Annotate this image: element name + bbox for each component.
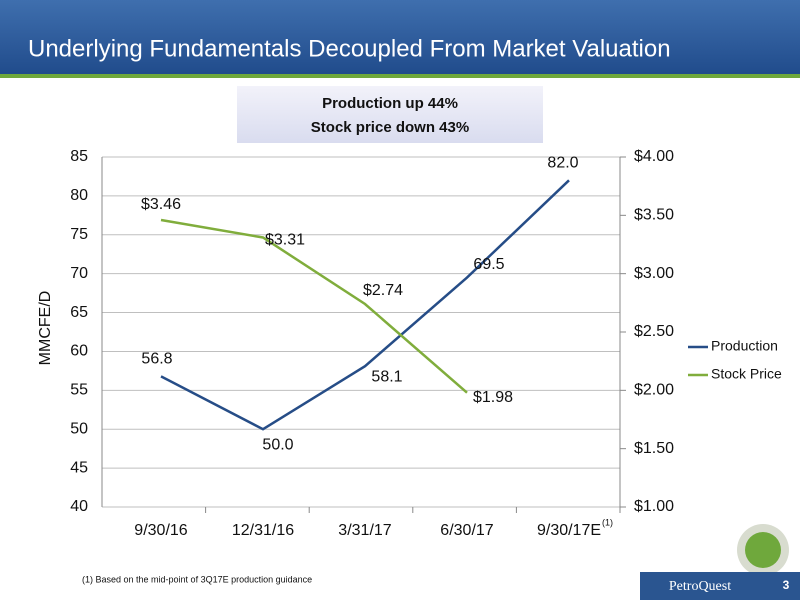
legend-label: Stock Price [711, 366, 782, 382]
header-bar [0, 0, 800, 78]
callout-box [237, 86, 543, 143]
logo-text: PetroQuest [669, 579, 731, 594]
x-tick-label: 6/30/17 [440, 522, 493, 539]
slide-title: Underlying Fundamentals Decoupled From M… [28, 35, 671, 62]
y2-tick-label: $4.00 [634, 148, 674, 165]
y-axis-label: MMCFE/D [37, 291, 54, 366]
series-line [160, 179, 570, 431]
header-stripe [0, 74, 800, 78]
y2-tick-label: $3.50 [634, 207, 674, 224]
y-tick-label: 75 [70, 226, 88, 243]
data-label: $3.31 [265, 232, 305, 249]
series-line [160, 218, 468, 394]
y-tick-label: 70 [70, 265, 88, 282]
callout-line: Production up 44% [322, 95, 458, 112]
y2-tick-label: $2.50 [634, 323, 674, 340]
data-label: 58.1 [371, 368, 402, 385]
footnote: (1) Based on the mid-point of 3Q17E prod… [82, 574, 312, 584]
callout-line: Stock price down 43% [311, 119, 469, 136]
y2-tick-label: $3.00 [634, 265, 674, 282]
data-label: $2.74 [363, 282, 403, 299]
data-label: 50.0 [262, 436, 293, 453]
logo-bar [640, 572, 800, 600]
y-tick-label: 80 [70, 187, 88, 204]
x-tick-label: 9/30/17E [537, 522, 601, 539]
y-tick-label: 45 [70, 459, 88, 476]
data-label: 69.5 [473, 256, 504, 273]
y-tick-label: 85 [70, 148, 88, 165]
data-label: 82.0 [547, 155, 578, 172]
y2-tick-label: $2.00 [634, 382, 674, 399]
logo-icon-inner [745, 532, 781, 568]
x-tick-label: 9/30/16 [134, 522, 187, 539]
data-label: $1.98 [473, 389, 513, 406]
page-number: 3 [783, 578, 790, 592]
y2-tick-label: $1.00 [634, 498, 674, 515]
y-tick-label: 55 [70, 382, 88, 399]
x-tick-label: 3/31/17 [338, 522, 391, 539]
category-note: (1) [602, 517, 613, 527]
y-tick-label: 50 [70, 420, 88, 437]
x-tick-label: 12/31/16 [232, 522, 294, 539]
y-tick-label: 40 [70, 498, 88, 515]
data-label: 56.8 [141, 351, 172, 368]
y-tick-label: 60 [70, 343, 88, 360]
y-tick-label: 65 [70, 304, 88, 321]
y2-tick-label: $1.50 [634, 440, 674, 457]
data-label: $3.46 [141, 196, 181, 213]
legend-label: Production [711, 338, 778, 354]
